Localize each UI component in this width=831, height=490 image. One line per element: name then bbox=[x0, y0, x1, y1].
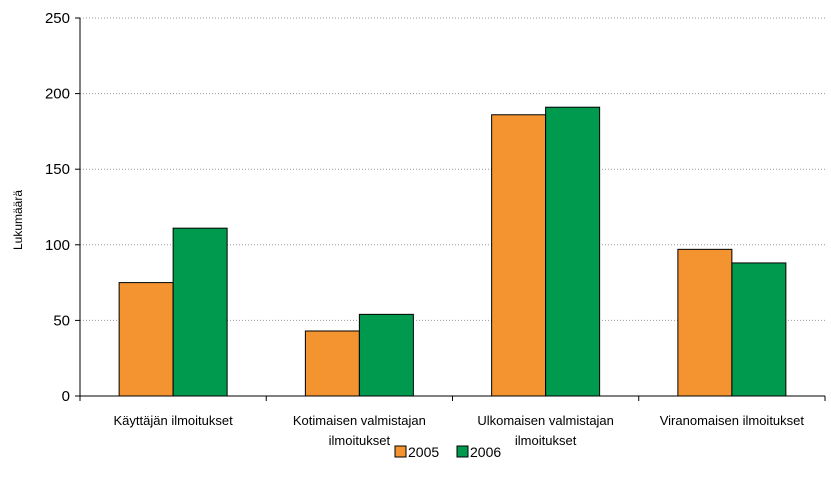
x-category-label: ilmoitukset bbox=[329, 433, 391, 448]
legend-label-2006: 2006 bbox=[470, 444, 501, 460]
y-tick-label: 0 bbox=[62, 388, 70, 405]
legend: 2005 2006 bbox=[394, 444, 501, 460]
y-tick-label: 100 bbox=[45, 237, 70, 254]
bar-2005-1 bbox=[304, 330, 360, 397]
x-category-label: ilmoitukset bbox=[515, 433, 577, 448]
legend-label-2005: 2005 bbox=[408, 444, 439, 460]
y-tick-label: 200 bbox=[45, 86, 70, 103]
x-category-label: Kotimaisen valmistajan bbox=[293, 413, 426, 428]
y-tick-labels: 0 50 100 150 200 250 bbox=[45, 10, 70, 405]
axes bbox=[75, 17, 826, 401]
y-axis-title: Lukumäärä bbox=[11, 190, 25, 250]
bar-2006-2 bbox=[545, 106, 601, 397]
legend-swatch-2005 bbox=[394, 445, 407, 458]
bar-2005-0 bbox=[118, 282, 174, 397]
x-category-label: Ulkomaisen valmistajan bbox=[477, 413, 614, 428]
bar-2005-2 bbox=[491, 114, 547, 397]
bars bbox=[118, 106, 787, 397]
bar-2006-3 bbox=[731, 262, 787, 397]
x-category-label: Käyttäjän ilmoitukset bbox=[114, 413, 234, 428]
bar-2006-0 bbox=[172, 227, 228, 397]
y-tick-label: 250 bbox=[45, 10, 70, 27]
gridlines bbox=[80, 17, 825, 321]
bar-2005-3 bbox=[677, 248, 733, 397]
x-category-label: Viranomaisen ilmoitukset bbox=[660, 413, 805, 428]
y-tick-label: 150 bbox=[45, 161, 70, 178]
bar-2006-1 bbox=[358, 313, 414, 397]
legend-swatch-2006 bbox=[456, 445, 469, 458]
y-tick-label: 50 bbox=[53, 312, 70, 329]
x-category-labels: Käyttäjän ilmoitukset Kotimaisen valmista… bbox=[114, 413, 805, 448]
